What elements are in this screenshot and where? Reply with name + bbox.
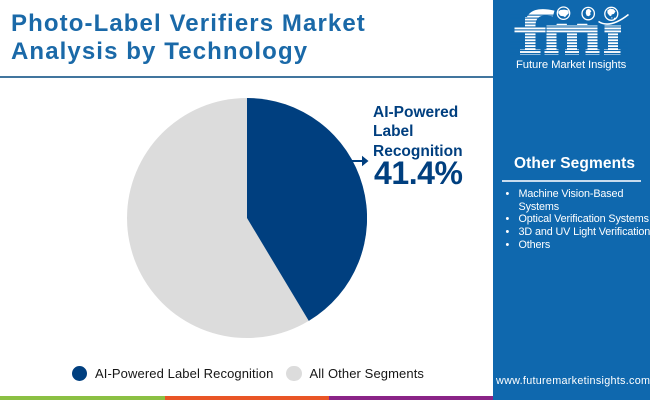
svg-text:Future Market Insights: Future Market Insights — [516, 59, 627, 71]
